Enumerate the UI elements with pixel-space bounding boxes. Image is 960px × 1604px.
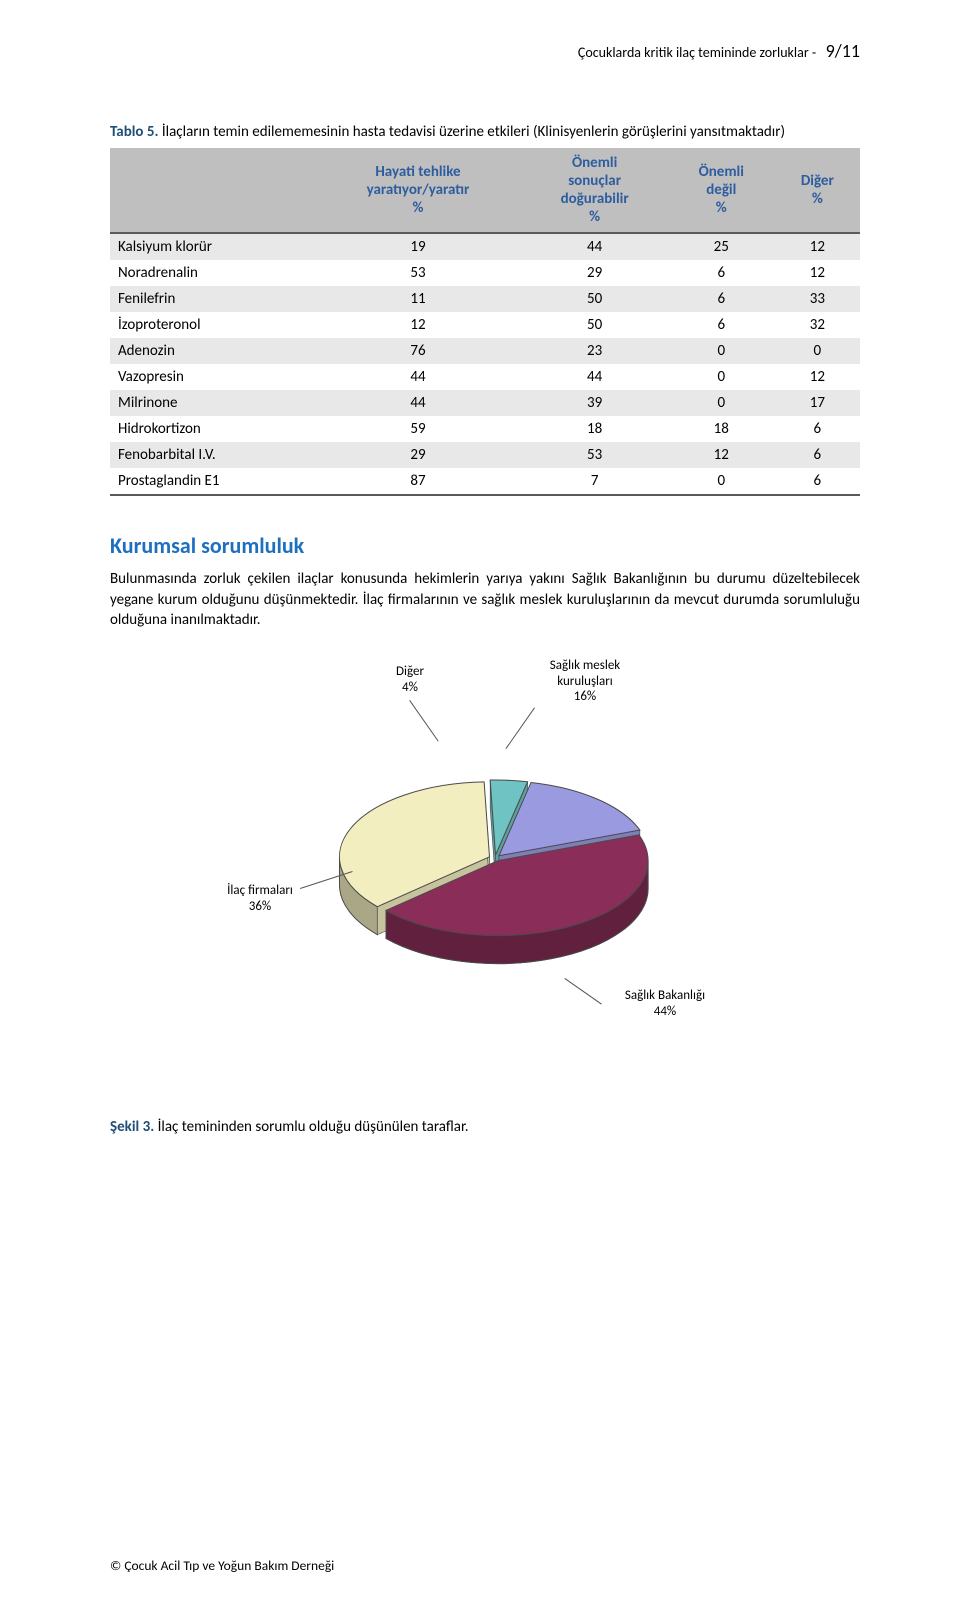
cell: 0 bbox=[775, 338, 860, 364]
cell: 0 bbox=[668, 364, 775, 390]
figure3-caption: Şekil 3. İlaç temininden sorumlu olduğu … bbox=[110, 1118, 860, 1136]
cell: 12 bbox=[775, 233, 860, 260]
cell: 0 bbox=[668, 338, 775, 364]
cell: 6 bbox=[775, 416, 860, 442]
running-header-text: Çocuklarda kritik ilaç temininde zorlukl… bbox=[578, 44, 816, 61]
pie-chart: Diğer 4% Sağlık meslek kuruluşları 16% İ… bbox=[205, 658, 765, 1088]
cell: 50 bbox=[521, 312, 667, 338]
cell: 18 bbox=[668, 416, 775, 442]
cell: 76 bbox=[315, 338, 522, 364]
row-label: Fenilefrin bbox=[110, 286, 315, 312]
cell: 59 bbox=[315, 416, 522, 442]
pie-label-saglik-bakanligi: Sağlık Bakanlığı 44% bbox=[595, 988, 735, 1019]
table5: Hayati tehlike yaratıyor/yaratır % Öneml… bbox=[110, 148, 860, 496]
cell: 11 bbox=[315, 286, 522, 312]
row-label: Fenobarbital I.V. bbox=[110, 442, 315, 468]
table-row: Vazopresin4444012 bbox=[110, 364, 860, 390]
row-label: Adenozin bbox=[110, 338, 315, 364]
cell: 44 bbox=[315, 364, 522, 390]
table5-caption: Tablo 5. İlaçların temin edilememesinin … bbox=[110, 122, 860, 142]
cell: 12 bbox=[775, 364, 860, 390]
table-row: Noradrenalin5329612 bbox=[110, 260, 860, 286]
table5-label: Tablo 5. bbox=[110, 123, 159, 141]
cell: 53 bbox=[315, 260, 522, 286]
cell: 33 bbox=[775, 286, 860, 312]
cell: 12 bbox=[668, 442, 775, 468]
pie-label-ilac-firmalari: İlaç firmaları 36% bbox=[205, 883, 315, 914]
cell: 18 bbox=[521, 416, 667, 442]
cell: 17 bbox=[775, 390, 860, 416]
cell: 44 bbox=[521, 364, 667, 390]
cell: 12 bbox=[775, 260, 860, 286]
table-row: Adenozin762300 bbox=[110, 338, 860, 364]
cell: 6 bbox=[775, 442, 860, 468]
table5-head: Hayati tehlike yaratıyor/yaratır % Öneml… bbox=[110, 148, 860, 233]
row-label: Vazopresin bbox=[110, 364, 315, 390]
cell: 53 bbox=[521, 442, 667, 468]
cell: 87 bbox=[315, 468, 522, 495]
row-label: Prostaglandin E1 bbox=[110, 468, 315, 495]
row-label: İzoproteronol bbox=[110, 312, 315, 338]
figure3-text: İlaç temininden sorumlu olduğu düşünülen… bbox=[154, 1118, 468, 1136]
cell: 32 bbox=[775, 312, 860, 338]
figure3-label: Şekil 3. bbox=[110, 1118, 154, 1136]
cell: 6 bbox=[775, 468, 860, 495]
row-label: Milrinone bbox=[110, 390, 315, 416]
cell: 23 bbox=[521, 338, 667, 364]
table5-caption-text: İlaçların temin edilememesinin hasta ted… bbox=[159, 123, 786, 141]
table5-header-2: Önemli sonuçlar doğurabilir % bbox=[521, 148, 667, 233]
cell: 19 bbox=[315, 233, 522, 260]
section-title: Kurumsal sorumluluk bbox=[110, 532, 860, 559]
row-label: Noradrenalin bbox=[110, 260, 315, 286]
cell: 6 bbox=[668, 312, 775, 338]
table-row: Fenilefrin1150633 bbox=[110, 286, 860, 312]
row-label: Kalsiyum klorür bbox=[110, 233, 315, 260]
table-row: Kalsiyum klorür19442512 bbox=[110, 233, 860, 260]
running-header: Çocuklarda kritik ilaç temininde zorlukl… bbox=[110, 40, 860, 62]
section-paragraph: Bulunmasında zorluk çekilen ilaçlar konu… bbox=[110, 569, 860, 630]
cell: 6 bbox=[668, 286, 775, 312]
table-row: Fenobarbital I.V.2953126 bbox=[110, 442, 860, 468]
table-row: Hidrokortizon5918186 bbox=[110, 416, 860, 442]
cell: 0 bbox=[668, 390, 775, 416]
page-number: 9 bbox=[826, 40, 835, 62]
table5-header-4: Diğer % bbox=[775, 148, 860, 233]
pie-label-saglik-meslek: Sağlık meslek kuruluşları 16% bbox=[525, 658, 645, 705]
cell: 50 bbox=[521, 286, 667, 312]
row-label: Hidrokortizon bbox=[110, 416, 315, 442]
cell: 44 bbox=[521, 233, 667, 260]
cell: 7 bbox=[521, 468, 667, 495]
page-total: 11 bbox=[842, 40, 860, 62]
table-row: İzoproteronol1250632 bbox=[110, 312, 860, 338]
pie-label-diger: Diğer 4% bbox=[380, 664, 440, 695]
table-row: Milrinone4439017 bbox=[110, 390, 860, 416]
cell: 6 bbox=[668, 260, 775, 286]
cell: 39 bbox=[521, 390, 667, 416]
table-row: Prostaglandin E187706 bbox=[110, 468, 860, 495]
table5-body: Kalsiyum klorür19442512Noradrenalin53296… bbox=[110, 233, 860, 495]
table5-header-1: Hayati tehlike yaratıyor/yaratır % bbox=[315, 148, 522, 233]
cell: 12 bbox=[315, 312, 522, 338]
table5-header-3: Önemli değil % bbox=[668, 148, 775, 233]
cell: 29 bbox=[315, 442, 522, 468]
cell: 25 bbox=[668, 233, 775, 260]
page-footer: © Çocuk Acil Tıp ve Yoğun Bakım Derneği bbox=[110, 1557, 334, 1574]
table5-header-empty bbox=[110, 148, 315, 233]
cell: 29 bbox=[521, 260, 667, 286]
cell: 0 bbox=[668, 468, 775, 495]
cell: 44 bbox=[315, 390, 522, 416]
